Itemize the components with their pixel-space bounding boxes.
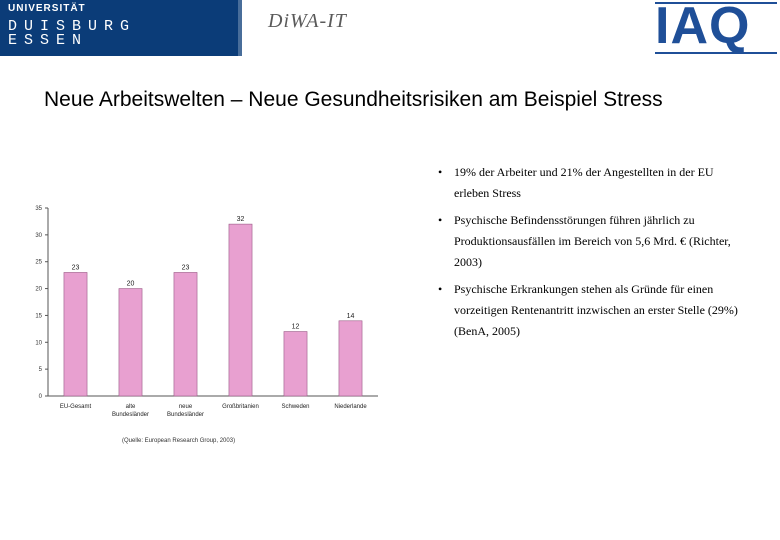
category-label: alte — [126, 404, 136, 410]
bullet-item: Psychische Befindensstörungen führen jäh… — [438, 210, 738, 273]
university-logo: UNIVERSITÄT DUISBURG ESSEN — [0, 0, 242, 56]
category-label: Schweden — [281, 404, 309, 410]
data-label: 12 — [292, 324, 300, 331]
category-label: Niederlande — [334, 404, 367, 410]
bullet-item: 19% der Arbeiter und 21% der Angestellte… — [438, 162, 738, 204]
iaq-logo-top-rule — [655, 2, 777, 4]
bullet-item: Psychische Erkrankungen stehen als Gründ… — [438, 279, 738, 342]
data-label: 20 — [127, 281, 135, 288]
iaq-logo-bottom-rule — [655, 52, 777, 54]
y-tick-label: 5 — [39, 367, 43, 373]
y-tick-label: 35 — [35, 206, 42, 212]
logo-divider — [238, 0, 242, 56]
data-label: 23 — [182, 264, 190, 271]
y-tick-label: 10 — [35, 340, 42, 346]
diva-logo: DiWA-IT — [268, 10, 347, 32]
data-label: 23 — [72, 264, 80, 271]
chart-source: (Quelle: European Research Group, 2003) — [122, 438, 236, 444]
y-tick-label: 0 — [39, 394, 43, 400]
slide-title: Neue Arbeitswelten – Neue Gesundheitsris… — [44, 88, 663, 111]
data-label: 14 — [347, 313, 355, 320]
category-label: Großbritanien — [222, 404, 259, 410]
bar — [283, 331, 308, 397]
y-tick-label: 25 — [35, 260, 42, 266]
category-label: neue — [179, 404, 193, 410]
category-label: EU-Gesamt — [60, 404, 92, 410]
iaq-logo: IAQ — [655, 0, 751, 55]
data-label: 32 — [237, 216, 245, 223]
y-tick-label: 20 — [35, 287, 42, 293]
university-logo-line2: ESSEN — [8, 32, 89, 49]
y-tick-label: 15 — [35, 313, 42, 319]
bar-chart-svg: 0 5 10 15 20 25 30 35 23 EU-Gesamt 20 alte Bundeslän… — [35, 206, 378, 418]
y-tick-label: 30 — [35, 233, 42, 239]
bar — [338, 320, 363, 397]
bar — [118, 288, 143, 397]
bar — [63, 272, 88, 397]
university-logo-line1: DUISBURG — [8, 18, 137, 35]
category-label: Bundesländer — [112, 412, 149, 418]
university-logo-small-text: UNIVERSITÄT — [8, 3, 86, 14]
bar — [228, 223, 253, 397]
bar-chart: 0 5 10 15 20 25 30 35 23 EU-Gesamt 20 alte Bundeslän… — [28, 200, 390, 428]
category-label: Bundesländer — [167, 412, 204, 418]
bullet-list: 19% der Arbeiter und 21% der Angestellte… — [438, 162, 738, 348]
bar — [173, 272, 198, 397]
